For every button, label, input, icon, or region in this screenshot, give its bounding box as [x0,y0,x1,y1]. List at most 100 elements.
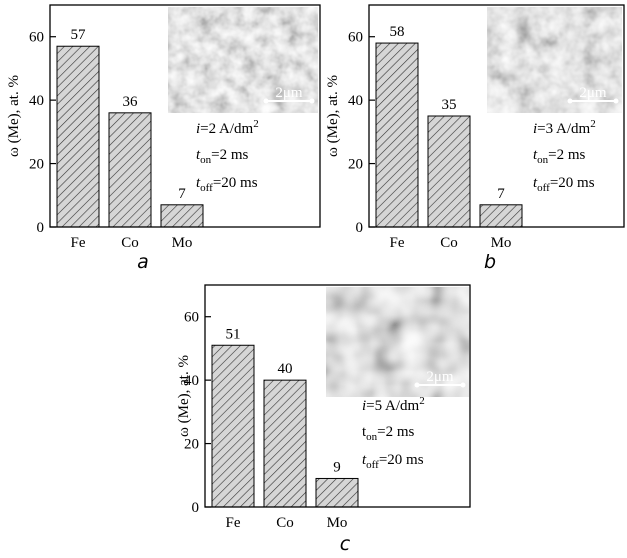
bar [479,204,523,228]
axes-frame [49,4,321,228]
text: =20 ms [379,452,424,468]
y-tick-label: 60 [29,30,44,46]
superscript: 2 [590,118,596,130]
t-on: ton=2 ms [533,147,586,166]
symbol: i [196,121,200,137]
y-tick-label: 40 [184,373,199,389]
x-tick-label: Co [121,235,139,251]
symbol: i [362,398,366,414]
symbol: t [533,147,538,163]
symbol: t [196,175,201,191]
t-off: toff=20 ms [196,175,258,194]
scale-bar-end [613,98,619,104]
y-axis-label: ω (Me), at. % [325,75,341,157]
axes-frame [204,284,471,508]
text: =20 ms [550,175,595,191]
y-tick-label: 40 [29,93,44,109]
bar [375,42,419,228]
subscript: on [200,154,212,166]
value-label: 58 [390,24,405,40]
text: =20 ms [213,175,258,191]
y-axis-label: ω (Me), at. % [176,355,192,437]
text: =2 A/dm [200,121,253,137]
panel-label: c [340,533,351,555]
panel-label: b [484,251,496,273]
text: =2 ms [211,147,248,163]
y-tick-label: 0 [37,220,45,236]
micrograph [326,287,469,397]
y-tick-label: 20 [184,437,199,453]
symbol: t [362,424,367,440]
scale-bar-end [414,382,420,388]
axes-frame [368,4,625,228]
y-tick-label: 20 [29,157,44,173]
micrograph [487,7,622,113]
bar [263,379,307,508]
bar [108,112,152,228]
y-tick-label: 20 [348,157,363,173]
subscript: on [537,154,549,166]
t-on: ton=2 ms [196,147,249,166]
text: =5 A/dm [366,398,419,414]
symbol: t [196,147,201,163]
value-label: 35 [442,97,457,113]
symbol: t [533,175,538,191]
text: =3 A/dm [537,121,590,137]
micrograph [168,7,318,113]
t-off: toff=20 ms [533,175,595,194]
subscript: off [200,182,213,194]
y-axis-label: ω (Me), at. % [6,75,22,157]
text: =2 ms [548,147,585,163]
scale-bar-label: 2μm [426,369,454,385]
symbol: i [533,121,537,137]
x-tick-label: Mo [327,515,348,531]
value-label: 51 [226,326,241,342]
text: =2 ms [377,424,414,440]
panel-label: a [137,251,149,273]
value-label: 36 [123,94,139,110]
symbol: t [362,452,367,468]
scale-bar-label: 2μm [579,85,607,101]
t-off: toff=20 ms [362,452,424,471]
superscript: 2 [419,395,425,407]
scale-bar-end [263,98,269,104]
y-tick-label: 40 [348,93,363,109]
value-label: 7 [497,186,505,202]
y-tick-label: 60 [348,30,363,46]
bar [160,204,204,228]
y-tick-label: 0 [356,220,364,236]
subscript: on [366,431,378,443]
t-on: ton=2 ms [362,424,415,443]
bar [427,115,471,228]
bar [315,477,359,508]
panel: 57 Fe 36 Co 7 Mo 0 20 40 60 ω (Me), at. % a 2μm i=2 A… [6,4,321,273]
value-label: 9 [333,459,341,475]
scale-bar-end [567,98,573,104]
x-tick-label: Fe [226,515,241,531]
value-label: 7 [178,186,186,202]
x-tick-label: Fe [390,235,405,251]
x-tick-label: Fe [71,235,86,251]
current-density: i=3 A/dm2 [533,118,596,137]
superscript: 2 [253,118,259,130]
scale-bar-end [460,382,466,388]
subscript: off [537,182,550,194]
current-density: i=2 A/dm2 [196,118,259,137]
x-tick-label: Co [440,235,458,251]
y-tick-label: 60 [184,310,199,326]
bar [211,344,255,508]
scale-bar-label: 2μm [275,85,303,101]
subscript: off [366,459,379,471]
x-tick-label: Mo [172,235,193,251]
x-tick-label: Mo [491,235,512,251]
value-label: 40 [278,361,293,377]
scale-bar-end [309,98,315,104]
value-label: 57 [71,27,87,43]
y-tick-label: 0 [192,500,200,516]
panel: 58 Fe 35 Co 7 Mo 0 20 40 60 ω (Me), at. % b 2μm i=3 A… [325,4,625,273]
x-tick-label: Co [276,515,294,531]
current-density: i=5 A/dm2 [362,395,425,414]
bar [56,45,100,228]
